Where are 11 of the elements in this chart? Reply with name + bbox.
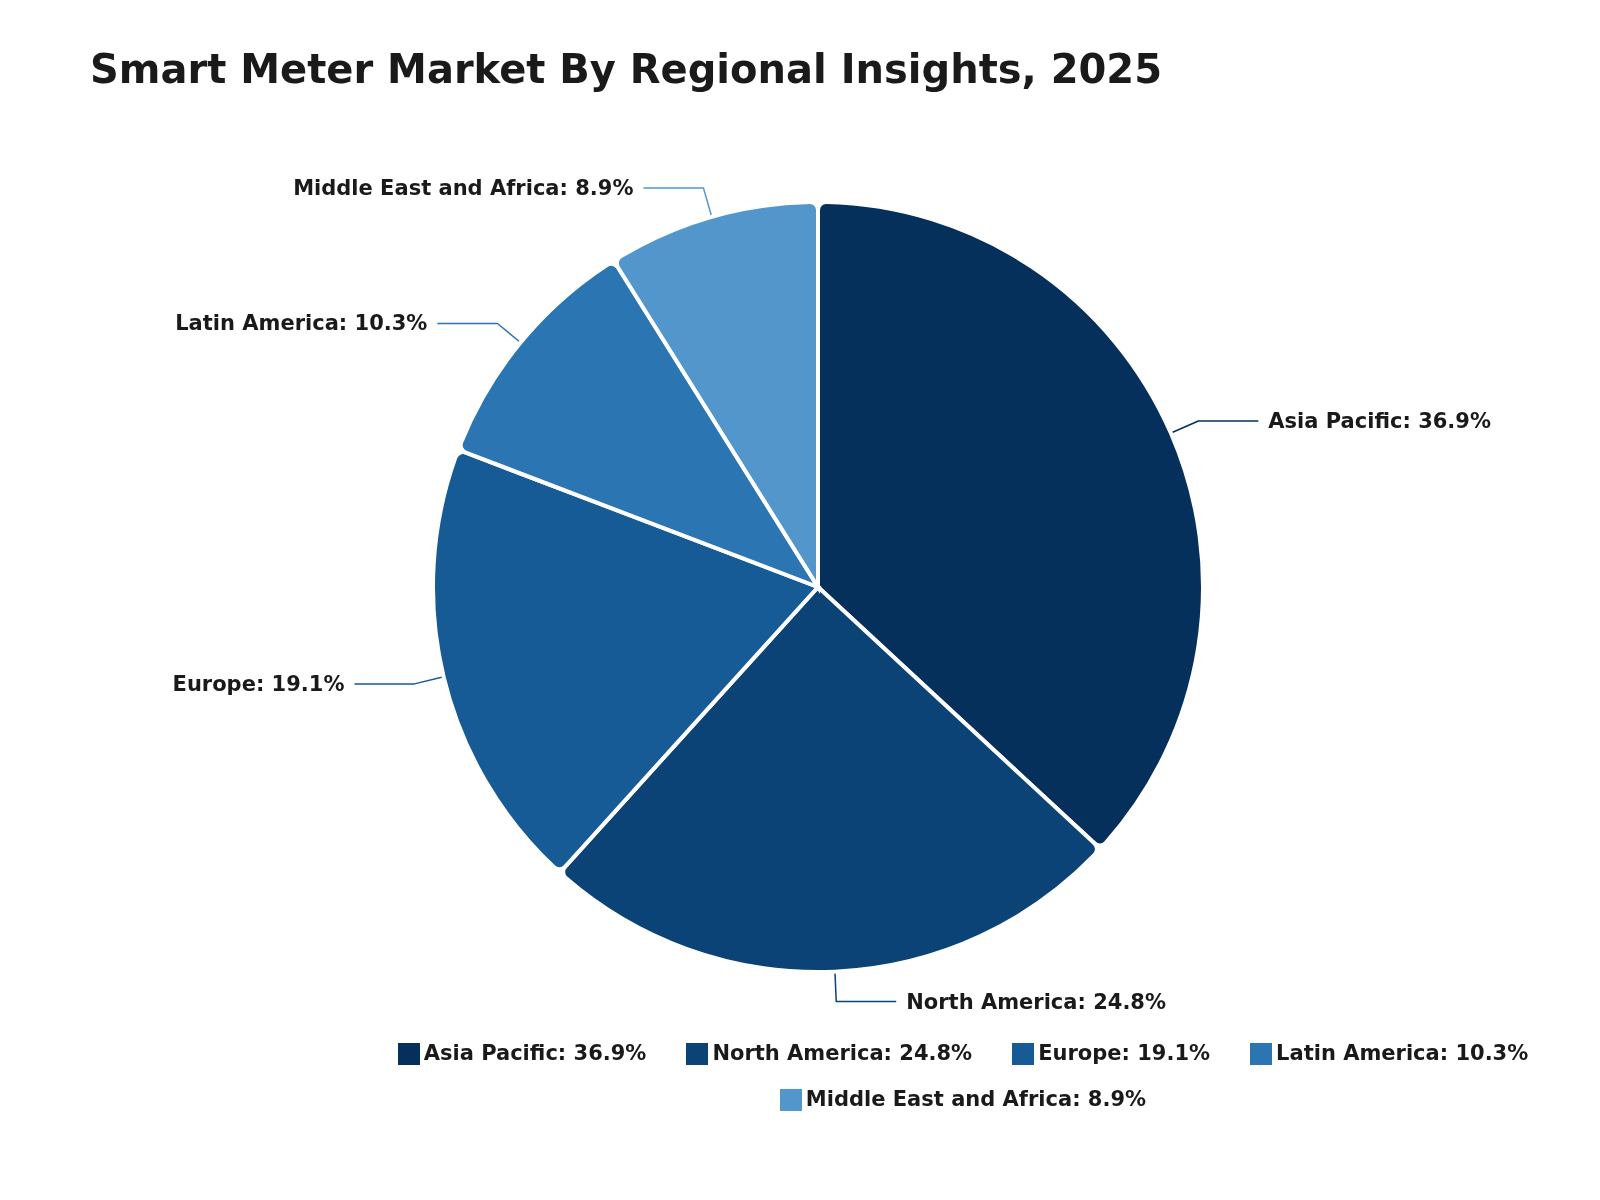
legend-label: Asia Pacific: 36.9% [423, 1041, 647, 1065]
slice-label: Europe: 19.1% [172, 671, 345, 696]
slice-label: Asia Pacific: 36.9% [1268, 408, 1491, 433]
slice-label: North America: 24.8% [906, 989, 1167, 1014]
slice-label: Middle East and Africa: 8.9% [293, 176, 634, 201]
chart-title: Smart Meter Market By Regional Insights, 2025 [89, 45, 1164, 92]
slice-label: Latin America: 10.3% [175, 311, 428, 336]
legend-label: North America: 24.8% [712, 1041, 973, 1065]
legend-label: Europe: 19.1% [1038, 1041, 1211, 1065]
legend-label: Latin America: 10.3% [1276, 1041, 1529, 1065]
legend-label: Middle East and Africa: 8.9% [805, 1087, 1147, 1111]
